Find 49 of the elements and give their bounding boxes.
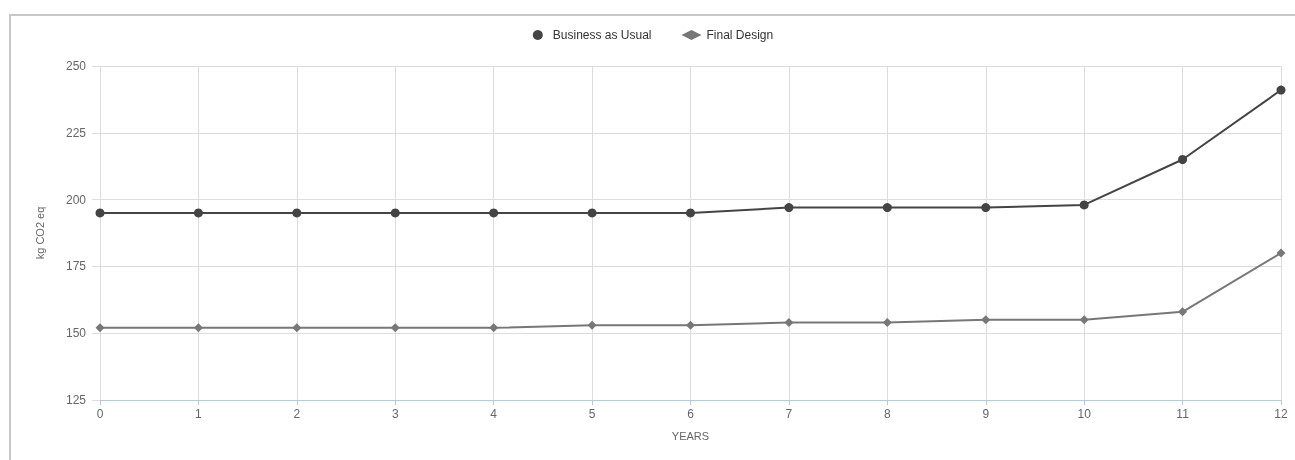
- point: [193, 323, 203, 333]
- point: [981, 203, 991, 213]
- point: [95, 208, 105, 218]
- point: [587, 320, 597, 330]
- point: [587, 208, 597, 218]
- point: [292, 323, 302, 333]
- point: [1276, 248, 1286, 258]
- point: [390, 323, 400, 333]
- point: [686, 208, 695, 218]
- x-tick-label: 11: [1176, 407, 1190, 421]
- x-tick-label: 6: [687, 407, 695, 421]
- y-tick-label: 200: [65, 192, 87, 207]
- point: [882, 203, 892, 213]
- x-tick-label: 8: [883, 407, 891, 421]
- point: [981, 315, 991, 325]
- point: [95, 323, 105, 333]
- point: [390, 208, 400, 218]
- point: [784, 203, 794, 213]
- point: [882, 318, 892, 328]
- point: [1276, 85, 1286, 95]
- y-tick-label: 175: [65, 259, 87, 274]
- x-tick-label: 2: [293, 407, 301, 421]
- x-tick-label: 7: [785, 407, 793, 421]
- point: [784, 318, 794, 328]
- legend-label: Business as Usual: [552, 28, 652, 42]
- x-tick-label: 4: [490, 407, 498, 421]
- x-tick-label: 9: [982, 407, 990, 421]
- x-tick-label: 3: [391, 407, 399, 421]
- y-tick-label: 225: [65, 125, 87, 140]
- point: [489, 208, 499, 218]
- point: [489, 323, 499, 333]
- point: [1178, 155, 1188, 165]
- point: [1178, 307, 1188, 317]
- point: [292, 208, 302, 218]
- y-tick-label: 125: [65, 393, 87, 407]
- x-tick-label: 0: [96, 407, 104, 421]
- point: [193, 208, 203, 218]
- y-tick-label: 150: [65, 326, 87, 341]
- point: [1079, 315, 1089, 325]
- x-tick-label: 5: [588, 407, 596, 421]
- y-tick-label: 250: [65, 59, 87, 73]
- x-tick-label: 10: [1077, 407, 1092, 421]
- x-tick-label: 12: [1274, 407, 1288, 421]
- legend-label: Final Design: [706, 28, 774, 42]
- point: [686, 320, 695, 330]
- point: [1079, 200, 1089, 210]
- y-axis-title: kg CO2 eq: [33, 206, 46, 260]
- x-axis-title: YEARS: [671, 429, 710, 442]
- x-tick-label: 1: [195, 407, 203, 421]
